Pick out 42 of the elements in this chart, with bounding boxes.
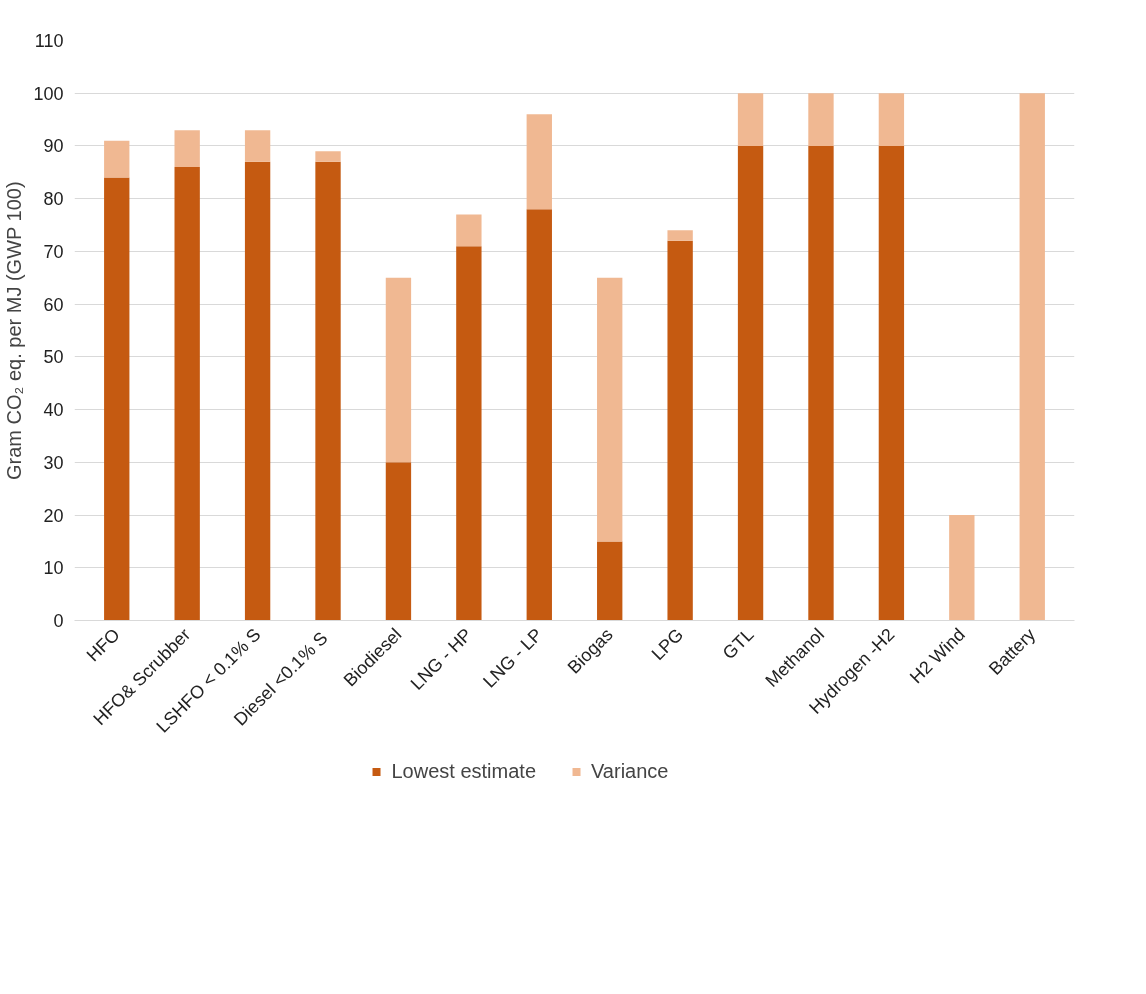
y-tick-label: 40 xyxy=(43,400,64,421)
bar xyxy=(315,151,341,162)
legend-label: Variance xyxy=(591,759,669,783)
bar xyxy=(597,541,623,621)
y-tick-label: 0 xyxy=(53,611,64,631)
bar xyxy=(808,93,834,146)
bar xyxy=(456,246,482,621)
bar xyxy=(667,240,693,621)
y-tick-label: 30 xyxy=(43,452,64,473)
bar xyxy=(667,230,693,241)
y-tick-label: 110 xyxy=(34,31,64,51)
bar xyxy=(174,167,200,621)
y-tick-label: 80 xyxy=(43,189,64,210)
y-tick-label: 60 xyxy=(43,294,64,315)
bar xyxy=(315,161,341,621)
y-tick-label: 100 xyxy=(33,83,64,104)
bar xyxy=(808,145,834,621)
bar xyxy=(174,130,200,168)
bar xyxy=(526,209,552,621)
x-tick-label: GTL xyxy=(718,624,758,664)
bar xyxy=(597,277,623,542)
bar xyxy=(878,145,905,621)
bar xyxy=(737,145,764,621)
y-tick-label: 90 xyxy=(43,136,64,157)
bar xyxy=(244,130,271,162)
y-tick-label: 20 xyxy=(43,505,64,526)
bar xyxy=(526,114,552,210)
bar xyxy=(244,161,271,621)
bar xyxy=(878,93,905,146)
bar xyxy=(385,462,412,621)
bar xyxy=(385,277,412,463)
y-tick-label: 10 xyxy=(43,558,64,579)
bar xyxy=(104,177,130,621)
bar xyxy=(737,93,764,146)
y-axis-title: Gram CO₂ eq. per MJ (GWP 100) xyxy=(3,181,26,480)
y-tick-label: 50 xyxy=(43,347,64,368)
legend-label: Lowest estimate xyxy=(391,759,537,783)
bar xyxy=(104,140,130,178)
bar xyxy=(949,515,975,621)
bar xyxy=(456,214,482,247)
bar xyxy=(1019,93,1045,621)
y-tick-label: 70 xyxy=(43,241,64,262)
